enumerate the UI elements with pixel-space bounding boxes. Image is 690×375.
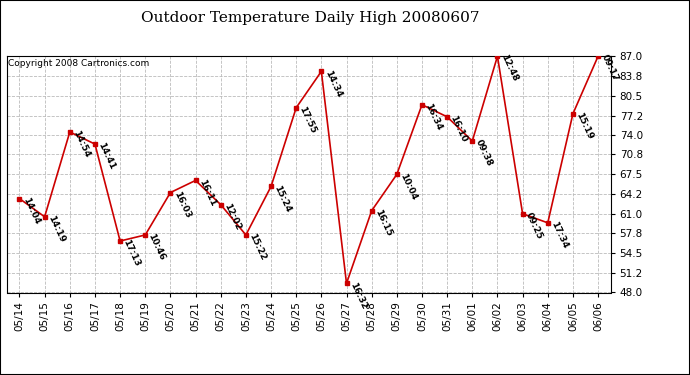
Text: 09:38: 09:38 xyxy=(473,138,494,168)
Text: 14:34: 14:34 xyxy=(323,69,343,99)
Text: 17:13: 17:13 xyxy=(121,238,142,268)
Text: 15:22: 15:22 xyxy=(247,232,268,262)
Text: 15:19: 15:19 xyxy=(574,111,595,141)
Text: 15:24: 15:24 xyxy=(273,184,293,214)
Text: 16:03: 16:03 xyxy=(172,190,192,219)
Text: 14:41: 14:41 xyxy=(97,141,117,171)
Text: 17:55: 17:55 xyxy=(297,105,318,135)
Text: 16:10: 16:10 xyxy=(448,114,469,144)
Text: 16:32: 16:32 xyxy=(348,280,368,310)
Text: 12:02: 12:02 xyxy=(222,202,242,231)
Text: Outdoor Temperature Daily High 20080607: Outdoor Temperature Daily High 20080607 xyxy=(141,11,480,25)
Text: 16:11: 16:11 xyxy=(197,178,217,207)
Text: 17:34: 17:34 xyxy=(549,220,569,250)
Text: 16:15: 16:15 xyxy=(373,208,393,238)
Text: 10:46: 10:46 xyxy=(147,232,167,262)
Text: 09:17: 09:17 xyxy=(600,54,620,83)
Text: 12:48: 12:48 xyxy=(499,54,519,83)
Text: Copyright 2008 Cartronics.com: Copyright 2008 Cartronics.com xyxy=(8,58,149,68)
Text: 14:04: 14:04 xyxy=(21,196,41,226)
Text: 14:19: 14:19 xyxy=(46,214,66,244)
Text: 09:25: 09:25 xyxy=(524,211,544,241)
Text: 10:04: 10:04 xyxy=(398,172,418,201)
Text: 16:34: 16:34 xyxy=(424,102,444,132)
Text: 14:54: 14:54 xyxy=(71,129,92,159)
